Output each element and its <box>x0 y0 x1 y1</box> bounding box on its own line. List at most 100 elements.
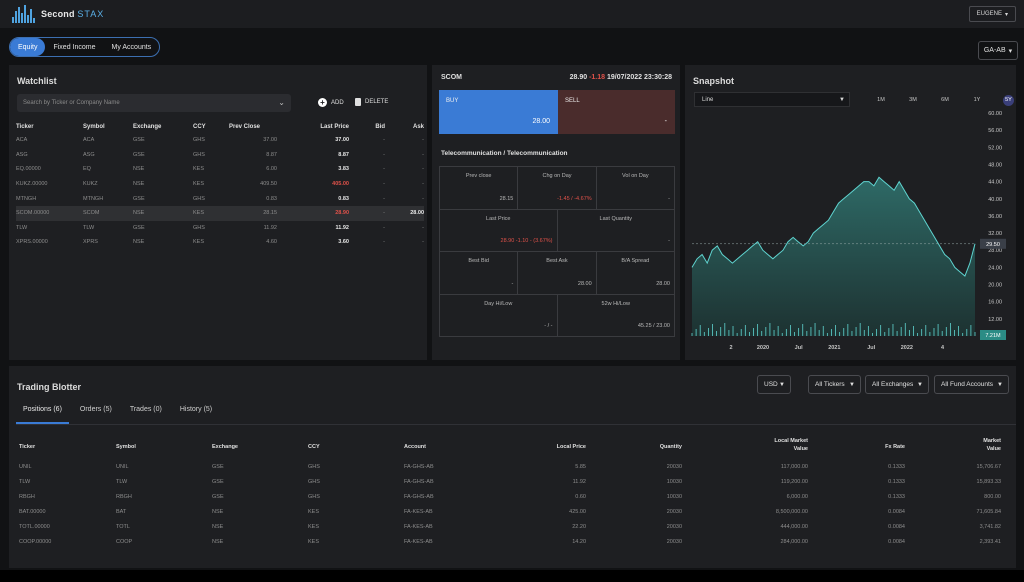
watchlist-row[interactable]: EQ.00000 EQ NSE KES 6.00 3.83 - - <box>16 162 424 177</box>
col-ask[interactable]: Ask <box>412 124 424 130</box>
col-ccy[interactable]: CCY <box>193 124 206 130</box>
cell-ccy: KES <box>308 509 320 515</box>
position-row[interactable]: COOP.00000 COOP NSE KES FA-KES-AB 14.20 20030 2… <box>0 536 1024 550</box>
watchlist-row[interactable]: KUKZ.00000 KUKZ NSE KES 409.50 405.00 - - <box>16 177 424 192</box>
col-symbol[interactable]: Symbol <box>116 444 136 450</box>
cell-exchange: NSE <box>212 539 224 545</box>
cell-exchange: GSE <box>133 195 145 202</box>
col-ccy[interactable]: CCY <box>308 444 320 450</box>
position-row[interactable]: BAT.00000 BAT NSE KES FA-KES-AB 425.00 20030 8,… <box>0 506 1024 520</box>
app-logo[interactable]: Second STAX <box>12 5 104 23</box>
main-tabs: Equity Fixed Income My Accounts <box>9 37 161 57</box>
watchlist-row[interactable]: TLW TLW GSE GHS 11.92 11.92 - - <box>16 221 424 236</box>
col-market-value-line2: Value <box>986 446 1001 452</box>
col-prev-close[interactable]: Prev Close <box>229 124 261 130</box>
x-tick-label: 2021 <box>828 345 840 351</box>
col-ticker[interactable]: Ticker <box>19 444 36 450</box>
cell-ccy: GHS <box>193 137 205 144</box>
tab-my-accounts[interactable]: My Accounts <box>111 43 152 51</box>
watchlist-row[interactable]: XPRS.00000 XPRS NSE KES 4.60 3.60 - - <box>16 235 424 250</box>
user-name: EUGENE <box>976 11 1002 17</box>
stat-day-hilo: Day Hi/Low - / - <box>440 294 558 337</box>
cell-last-price: 37.00 <box>335 137 349 144</box>
cell-ccy: GHS <box>193 195 205 202</box>
price-chart[interactable]: 60.00 56.00 52.00 48.00 44.00 40.00 36.00 32.00… <box>685 110 1016 355</box>
cell-exchange: NSE <box>212 524 224 530</box>
cell-symbol: ACA <box>83 137 95 144</box>
tab-orders[interactable]: Orders (5) <box>79 406 112 413</box>
tickers-filter-value: All Tickers <box>815 381 845 388</box>
col-account[interactable]: Account <box>404 444 426 450</box>
cell-fx: 0.1333 <box>888 464 905 470</box>
range-5y[interactable]: 5Y <box>1003 95 1014 106</box>
tab-fixed-income[interactable]: Fixed Income <box>53 43 96 51</box>
cell-mv: 800.00 <box>984 494 1001 500</box>
col-local-market-value-line1[interactable]: Local Market <box>774 438 808 444</box>
account-select[interactable]: GA-AB ▾ <box>978 41 1018 60</box>
watchlist-row[interactable]: ASG ASG GSE GHS 8.87 8.87 - - <box>16 148 424 163</box>
col-symbol[interactable]: Symbol <box>83 124 105 130</box>
cell-ccy: GHS <box>308 464 320 470</box>
tickers-filter[interactable]: All Tickers ▼ <box>808 375 861 394</box>
col-bid[interactable]: Bid <box>375 124 385 130</box>
exchanges-filter[interactable]: All Exchanges ▼ <box>865 375 929 394</box>
cell-exchange: NSE <box>133 181 145 188</box>
col-ticker[interactable]: Ticker <box>16 124 34 130</box>
chart-type-value: Line <box>702 96 714 103</box>
cell-bid: - <box>383 137 385 144</box>
cell-ccy: KES <box>308 524 320 530</box>
col-exchange[interactable]: Exchange <box>133 124 162 130</box>
cell-quantity: 20030 <box>666 539 682 545</box>
tab-positions[interactable]: Positions (6) <box>16 396 69 424</box>
buy-value: 28.00 <box>532 118 550 125</box>
cell-prev-close: 37.00 <box>263 137 277 144</box>
watchlist-search-input[interactable]: Search by Ticker or Company Name ⌄ <box>17 94 291 112</box>
buy-button[interactable]: BUY 28.00 <box>439 90 558 134</box>
range-1y[interactable]: 1Y <box>973 97 981 103</box>
tab-history[interactable]: History (5) <box>179 406 213 413</box>
cell-ask: - <box>422 224 424 231</box>
cell-symbol: COOP <box>116 539 133 545</box>
range-6m[interactable]: 6M <box>941 97 949 103</box>
blotter-tabs: Positions (6) Orders (5) Trades (0) Hist… <box>16 396 223 424</box>
add-button[interactable]: + ADD <box>318 98 344 107</box>
user-menu-button[interactable]: EUGENE ▾ <box>968 6 1016 22</box>
watchlist-row[interactable]: ACA ACA GSE GHS 37.00 37.00 - - <box>16 133 424 148</box>
position-row[interactable]: UNIL UNIL GSE GHS FA-GHS-AB 5.85 20030 117,000.… <box>0 461 1024 475</box>
x-tick-label: 4 <box>941 345 945 351</box>
position-row[interactable]: RBGH RBGH GSE GHS FA-GHS-AB 0.60 10030 6,000.00… <box>0 491 1024 505</box>
col-exchange[interactable]: Exchange <box>212 444 238 450</box>
position-row[interactable]: TOTL.00000 TOTL NSE KES FA-KES-AB 22.20 20030 4… <box>0 521 1024 535</box>
cell-ccy: GHS <box>308 494 320 500</box>
col-market-value-line1[interactable]: Market <box>983 438 1001 444</box>
chart-type-select[interactable]: Line ▼ <box>694 92 850 107</box>
cell-local-price: 5.85 <box>575 464 586 470</box>
cell-ticker: ASG <box>16 151 28 158</box>
cell-prev-close: 409.50 <box>260 181 277 188</box>
cell-exchange: NSE <box>133 239 145 246</box>
col-fx-rate[interactable]: Fx Rate <box>885 444 905 450</box>
cell-ccy: KES <box>193 166 205 173</box>
fund-accounts-filter[interactable]: All Fund Accounts ▼ <box>934 375 1009 394</box>
col-local-price[interactable]: Local Price <box>556 444 586 450</box>
sell-button[interactable]: SELL - <box>558 90 675 134</box>
col-last-price[interactable]: Last Price <box>320 124 349 130</box>
cell-ticker: MTNGH <box>16 195 37 202</box>
watchlist-row[interactable]: SCOM.00000 SCOM NSE KES 28.15 28.90-28.00 <box>16 205 424 221</box>
delete-button[interactable]: DELETE <box>355 98 388 106</box>
cell-ccy: GHS <box>193 224 205 231</box>
range-3m[interactable]: 3M <box>909 97 917 103</box>
sell-value: - <box>664 118 667 125</box>
triangle-down-icon: ▼ <box>997 381 1003 388</box>
watchlist-table: Ticker Symbol Exchange CCY Prev Close La… <box>16 121 424 250</box>
tab-trades[interactable]: Trades (0) <box>129 406 162 413</box>
tab-equity[interactable]: Equity <box>10 38 46 56</box>
cell-exchange: NSE <box>133 166 145 173</box>
currency-filter[interactable]: USD ▼ <box>757 375 791 394</box>
range-1m[interactable]: 1M <box>877 97 885 103</box>
position-row[interactable]: TLW TLW GSE GHS FA-GHS-AB 11.92 10030 119,200.0… <box>0 476 1024 490</box>
cell-bid: - <box>349 205 385 221</box>
watchlist-row[interactable]: MTNGH MTNGH GSE GHS 0.83 0.83 - - <box>16 191 424 206</box>
col-quantity[interactable]: Quantity <box>659 444 682 450</box>
cell-bid: - <box>383 195 385 202</box>
